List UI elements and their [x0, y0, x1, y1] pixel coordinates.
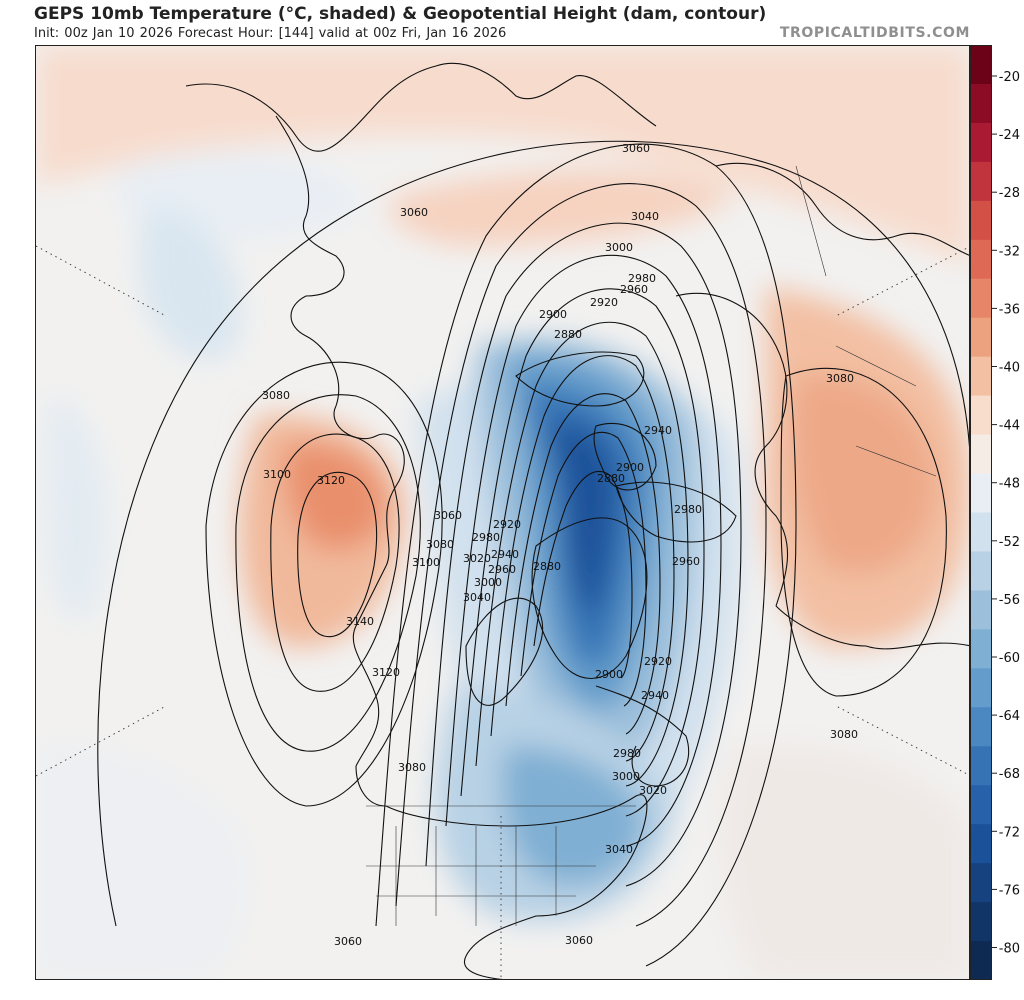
- contour-label: 3020: [639, 784, 667, 797]
- contour-label: 2900: [616, 461, 644, 474]
- contour-label: 3060: [622, 142, 650, 155]
- colorbar-swatch: [970, 824, 992, 864]
- contour-label: 2960: [488, 563, 516, 576]
- contour-label: 2940: [641, 689, 669, 702]
- polar-map: 3060 3060 3040 3000 2980 2960 2920 2900 …: [35, 45, 970, 980]
- contour-label: 3000: [612, 770, 640, 783]
- colorbar-swatch: [970, 239, 992, 280]
- colorbar-tick-label: -64: [999, 709, 1020, 724]
- contour-label: 3060: [434, 509, 462, 522]
- colorbar-swatch: [970, 785, 992, 825]
- contour-label: 2940: [491, 548, 519, 561]
- colorbar-tick-label: -44: [999, 419, 1020, 434]
- colorbar-tick-label: -48: [999, 477, 1020, 492]
- contour-label: 2980: [613, 747, 641, 760]
- colorbar-swatch: [970, 45, 992, 85]
- colorbar-swatch: [970, 512, 992, 552]
- colorbar-tick-label: -72: [999, 825, 1020, 840]
- colorbar-tick-label: -28: [999, 186, 1020, 201]
- contour-label: 3080: [826, 372, 854, 385]
- colorbar-tick-label: -68: [999, 767, 1020, 782]
- contour-label: 2880: [554, 328, 582, 341]
- contour-label: 3140: [346, 615, 374, 628]
- contour-label: 2920: [493, 518, 521, 531]
- colorbar-swatch: [970, 902, 992, 942]
- contour-label: 2920: [644, 655, 672, 668]
- colorbar-tick-label: -60: [999, 651, 1020, 666]
- colorbar-swatch: [970, 83, 992, 124]
- colorbar-labels: -20 -24 -28 -32 -36 -40 -44 -48 -52 -56 -60 -64 -68 -…: [992, 70, 1020, 957]
- colorbar-tick-label: -76: [999, 883, 1020, 898]
- colorbar-swatch: [970, 941, 992, 981]
- contour-label: 3040: [463, 591, 491, 604]
- colorbar-swatch: [970, 278, 992, 319]
- graticule: [36, 245, 969, 979]
- temperature-colorbar: -20 -24 -28 -32 -36 -40 -44 -48 -52 -56 -60 -64 -68 -…: [970, 45, 1024, 981]
- contour-label: 3040: [605, 843, 633, 856]
- contour-label: 3080: [262, 389, 290, 402]
- colorbar-swatch: [970, 395, 992, 436]
- contour-label: 3120: [372, 666, 400, 679]
- state-borders: [366, 165, 937, 926]
- colorbar-swatch: [970, 746, 992, 786]
- contour-label: 3020: [463, 552, 491, 565]
- colorbar-tick-label: -32: [999, 244, 1020, 259]
- contour-label-group: 3060 3060 3040 3000 2980 2960 2920 2900 …: [262, 142, 858, 948]
- colorbar-tick-label: -80: [999, 942, 1020, 957]
- colorbar-swatches: [970, 45, 992, 981]
- colorbar-tick-label: -40: [999, 361, 1020, 376]
- contour-label: 3080: [398, 761, 426, 774]
- height-contours: [97, 140, 969, 967]
- contour-label: 3100: [263, 468, 291, 481]
- colorbar-tick-label: -24: [999, 128, 1020, 143]
- contour-label: 3000: [474, 576, 502, 589]
- chart-title: GEPS 10mb Temperature (°C, shaded) & Geo…: [34, 4, 767, 24]
- colorbar-tick-label: -56: [999, 593, 1020, 608]
- colorbar-swatch: [970, 161, 992, 202]
- contour-label: 2940: [644, 424, 672, 437]
- colorbar-swatch: [970, 590, 992, 630]
- colorbar-swatch: [970, 434, 992, 475]
- contour-label: 3060: [400, 206, 428, 219]
- contour-label: 2920: [590, 296, 618, 309]
- colorbar-swatch: [970, 473, 992, 513]
- contour-label: 3080: [426, 538, 454, 551]
- colorbar-frame: [970, 45, 992, 980]
- contour-label: 2880: [597, 472, 625, 485]
- colorbar-swatch: [970, 122, 992, 163]
- colorbar-swatch: [970, 629, 992, 669]
- colorbar-tick-label: -36: [999, 302, 1020, 317]
- colorbar-swatch: [970, 317, 992, 358]
- contour-label: 2980: [628, 272, 656, 285]
- contour-label: 2900: [539, 308, 567, 321]
- contour-label: 2960: [672, 555, 700, 568]
- contour-label: 3060: [565, 934, 593, 947]
- contour-label: 2980: [674, 503, 702, 516]
- contour-label: 3000: [605, 241, 633, 254]
- contour-label: 3080: [830, 728, 858, 741]
- contour-label: 3040: [631, 210, 659, 223]
- contour-label: 2900: [595, 668, 623, 681]
- colorbar-swatch: [970, 863, 992, 903]
- colorbar-swatch: [970, 707, 992, 747]
- colorbar-svg: -20 -24 -28 -32 -36 -40 -44 -48 -52 -56 -60 -64 -68 -…: [970, 45, 1020, 981]
- colorbar-swatch: [970, 356, 992, 397]
- colorbar-swatch: [970, 200, 992, 241]
- map-canvas: 3060 3060 3040 3000 2980 2960 2920 2900 …: [36, 46, 969, 979]
- contour-label: 2880: [533, 560, 561, 573]
- colorbar-tick-label: -20: [999, 70, 1020, 85]
- contour-label: 3100: [412, 556, 440, 569]
- site-watermark: TROPICALTIDBITS.COM: [779, 25, 970, 41]
- colorbar-swatch: [970, 668, 992, 708]
- chart-subtitle: Init: 00z Jan 10 2026 Forecast Hour: [14…: [34, 26, 507, 41]
- colorbar-swatch: [970, 551, 992, 591]
- contour-label: 2980: [472, 531, 500, 544]
- contour-label: 3120: [317, 474, 345, 487]
- contour-label: 2960: [620, 283, 648, 296]
- contour-label: 3060: [334, 935, 362, 948]
- temperature-shading: [36, 46, 969, 979]
- colorbar-tick-label: -52: [999, 535, 1020, 550]
